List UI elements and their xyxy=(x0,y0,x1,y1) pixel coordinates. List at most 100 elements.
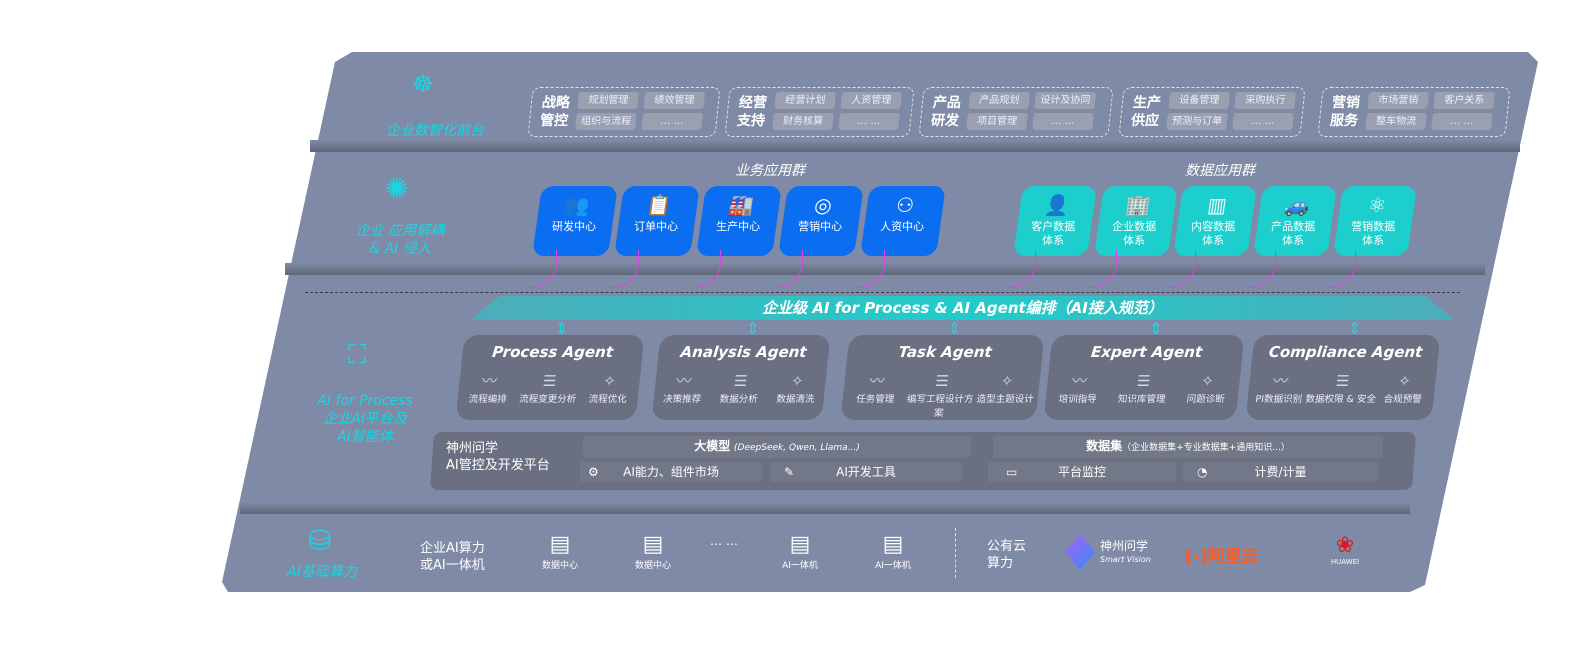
business-app-card[interactable]: 🏭 生产中心 xyxy=(696,186,782,256)
label-line: 或AI一体机 xyxy=(420,558,485,573)
vendor-name: 神州问学 xyxy=(1100,539,1149,553)
business-app-card[interactable]: 📋 订单中心 xyxy=(614,186,700,256)
devtools-label: AI开发工具 xyxy=(836,465,896,479)
server-rack-icon: ▤ xyxy=(549,532,571,557)
capability-chip[interactable]: 绩效管理 xyxy=(643,92,706,109)
capability-chip[interactable]: 客户关系 xyxy=(1433,92,1496,109)
agent-card[interactable]: Task Agent 〰任务管理 ☰ 编写工程设计方案 ✧ 造型主题设计 xyxy=(839,335,1045,420)
business-app-card[interactable]: ⚇ 人资中心 xyxy=(860,186,946,256)
data-apps-title: 数据应用群 xyxy=(1185,163,1255,179)
llm-note: (DeepSeek, Qwen, Llama...) xyxy=(734,443,860,453)
dev-tools-icon: ✎ xyxy=(784,465,795,479)
layer-label-infra: AI基础算力 xyxy=(287,564,357,580)
business-apps-title: 业务应用群 xyxy=(735,163,805,179)
agent-feature[interactable]: ☰ 编写工程设计方案 xyxy=(902,371,979,419)
aliyun-logo: [-]阿里云 xyxy=(1185,542,1259,567)
billing[interactable]: ◔ 计费/计量 xyxy=(1183,462,1378,482)
feature-icon: 〰 xyxy=(1071,372,1089,390)
agent-feature[interactable]: 〰任务管理 xyxy=(839,371,915,405)
agent-name: Analysis Agent xyxy=(679,343,808,361)
huawei-flower-icon: ❀ xyxy=(1335,533,1355,558)
label-line: AI for Process xyxy=(317,393,413,409)
bidirectional-arrow-icon: ⇕ xyxy=(746,319,760,338)
ellipsis: … … xyxy=(710,534,738,548)
factory-icon: 🏭 xyxy=(727,193,756,217)
vendor-name: HUAWEI xyxy=(1330,558,1360,566)
platform-name-line: 神州问学 xyxy=(446,441,499,456)
agent-name: Expert Agent xyxy=(1090,343,1204,361)
car-icon: 🚙 xyxy=(1283,193,1312,217)
business-app-card[interactable]: ◎ 营销中心 xyxy=(778,186,864,256)
server: ▤ 数据中心 xyxy=(618,532,688,571)
capability-chip[interactable]: 预测与订单 xyxy=(1166,113,1228,130)
agent-feature[interactable]: ✧ 合规预警 xyxy=(1366,371,1442,405)
label-line: AI智能体 xyxy=(337,429,393,445)
capability-chip[interactable]: 市场营销 xyxy=(1367,92,1430,109)
app-label: 订单中心 xyxy=(634,220,679,233)
data-app-card[interactable]: ▥ 内容数据体系 xyxy=(1173,186,1257,256)
ai-orchestration-banner: 企业级 AI for Process & AI Agent编排（AI接入规范） xyxy=(470,296,1455,320)
capability-chip[interactable]: … … xyxy=(838,113,900,130)
front-group: 战略管控 规划管理 绩效管理 组织与流程… … xyxy=(527,87,721,137)
group-title: 产品研发 xyxy=(930,95,962,129)
capability-chip[interactable]: 产品规划 xyxy=(968,92,1031,109)
billing-label: 计费/计量 xyxy=(1254,465,1307,479)
front-group: 产品研发 产品规划 设计及协同 项目管理… … xyxy=(918,87,1114,137)
platform-name-line: AI管控及开发平台 xyxy=(446,458,550,473)
server-label: 数据中心 xyxy=(541,561,578,571)
server: ▤ AI一体机 xyxy=(858,532,928,571)
platform-monitor[interactable]: ▭ 平台监控 xyxy=(988,462,1176,482)
feature-label: 合规预警 xyxy=(1383,394,1423,405)
bidirectional-arrow-icon: ⇕ xyxy=(555,319,569,338)
capability-chip[interactable]: 设备管理 xyxy=(1168,92,1231,109)
data-app-card[interactable]: 🏢 企业数据体系 xyxy=(1094,186,1178,256)
capability-chip[interactable]: … … xyxy=(1431,113,1493,130)
feature-label: 数据清洗 xyxy=(775,394,815,405)
feature-icon: ✧ xyxy=(1200,372,1215,390)
brain-icon: ☸ xyxy=(412,70,434,98)
feature-label: 培训指导 xyxy=(1058,394,1098,405)
capability-chip[interactable]: 项目管理 xyxy=(966,113,1028,130)
agent-feature[interactable]: ✧ 流程优化 xyxy=(571,371,647,405)
label-line: 企业AI算力 xyxy=(420,541,485,556)
feature-label: 造型主题设计 xyxy=(976,394,1035,405)
app-label: 产品数据体系 xyxy=(1271,220,1316,247)
front-group: 经营支持 经营计划 人资管理 财务核算… … xyxy=(724,87,915,137)
layer-divider xyxy=(310,140,1520,152)
capability-chip[interactable]: 经营计划 xyxy=(774,92,837,109)
capability-chip[interactable]: 组织与流程 xyxy=(575,113,637,130)
capability-chip[interactable]: 整车物流 xyxy=(1365,113,1427,130)
component-market[interactable]: ⚙ AI能力、组件市场 xyxy=(580,462,762,482)
data-app-card[interactable]: 🚙 产品数据体系 xyxy=(1253,186,1337,256)
capability-chip[interactable]: … … xyxy=(1232,113,1294,130)
feature-label: 流程变更分析 xyxy=(518,394,577,405)
capability-chip[interactable]: 财务核算 xyxy=(772,113,834,130)
ai-dev-tools[interactable]: ✎ AI开发工具 xyxy=(770,462,962,482)
label-line: 企业 应用解耦 xyxy=(355,223,445,239)
data-app-card[interactable]: ⚛ 营销数据体系 xyxy=(1333,186,1417,256)
agent-feature[interactable]: ✧ 数据清洗 xyxy=(759,371,835,405)
label-line: 公有云 xyxy=(987,539,1027,554)
capability-chip[interactable]: 规划管理 xyxy=(577,92,640,109)
agent-card[interactable]: Process Agent 〰流程编排 ☰ 流程变更分析 ✧ 流程优化 xyxy=(455,335,647,420)
capability-chip[interactable]: … … xyxy=(1032,113,1094,130)
feature-icon: ✧ xyxy=(602,372,617,390)
agent-card[interactable]: Analysis Agent 〰决策推荐 ☰ 数据分析 ✧ 数据清洗 xyxy=(651,335,831,420)
layer-divider xyxy=(240,502,1410,514)
agent-card[interactable]: Expert Agent 〰培训指导 ☰ 知识库管理 ✧ 问题诊断 xyxy=(1043,335,1245,420)
capability-chip[interactable]: 人资管理 xyxy=(840,92,903,109)
capability-chip[interactable]: 采购执行 xyxy=(1234,92,1297,109)
capability-chip[interactable]: 设计及协同 xyxy=(1034,92,1097,109)
private-compute-label: 企业AI算力 或AI一体机 xyxy=(420,540,485,574)
data-app-card[interactable]: 👤 客户数据体系 xyxy=(1013,186,1097,256)
feature-icon: 〰 xyxy=(868,372,886,390)
app-label: 企业数据体系 xyxy=(1112,220,1157,247)
person-icon: ⚇ xyxy=(894,193,916,217)
agent-feature[interactable]: ✧ 问题诊断 xyxy=(1169,371,1245,405)
business-app-card[interactable]: 👥 研发中心 xyxy=(532,186,618,256)
agent-card[interactable]: Compliance Agent 〰 PI数据识别 ☰ 数据权限 & 安全 ✧ 合规预警 xyxy=(1245,335,1442,420)
capability-chip[interactable]: … … xyxy=(641,113,703,130)
app-label: 营销中心 xyxy=(798,220,843,233)
label-line: 企业AI平台及 xyxy=(323,411,407,427)
agent-feature[interactable]: ✧ 造型主题设计 xyxy=(969,371,1045,405)
